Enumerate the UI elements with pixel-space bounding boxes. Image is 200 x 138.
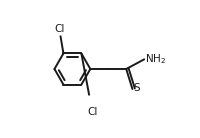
Text: NH$_2$: NH$_2$ xyxy=(145,52,166,66)
Text: Cl: Cl xyxy=(54,24,64,34)
Text: S: S xyxy=(134,83,140,93)
Text: Cl: Cl xyxy=(87,108,98,117)
